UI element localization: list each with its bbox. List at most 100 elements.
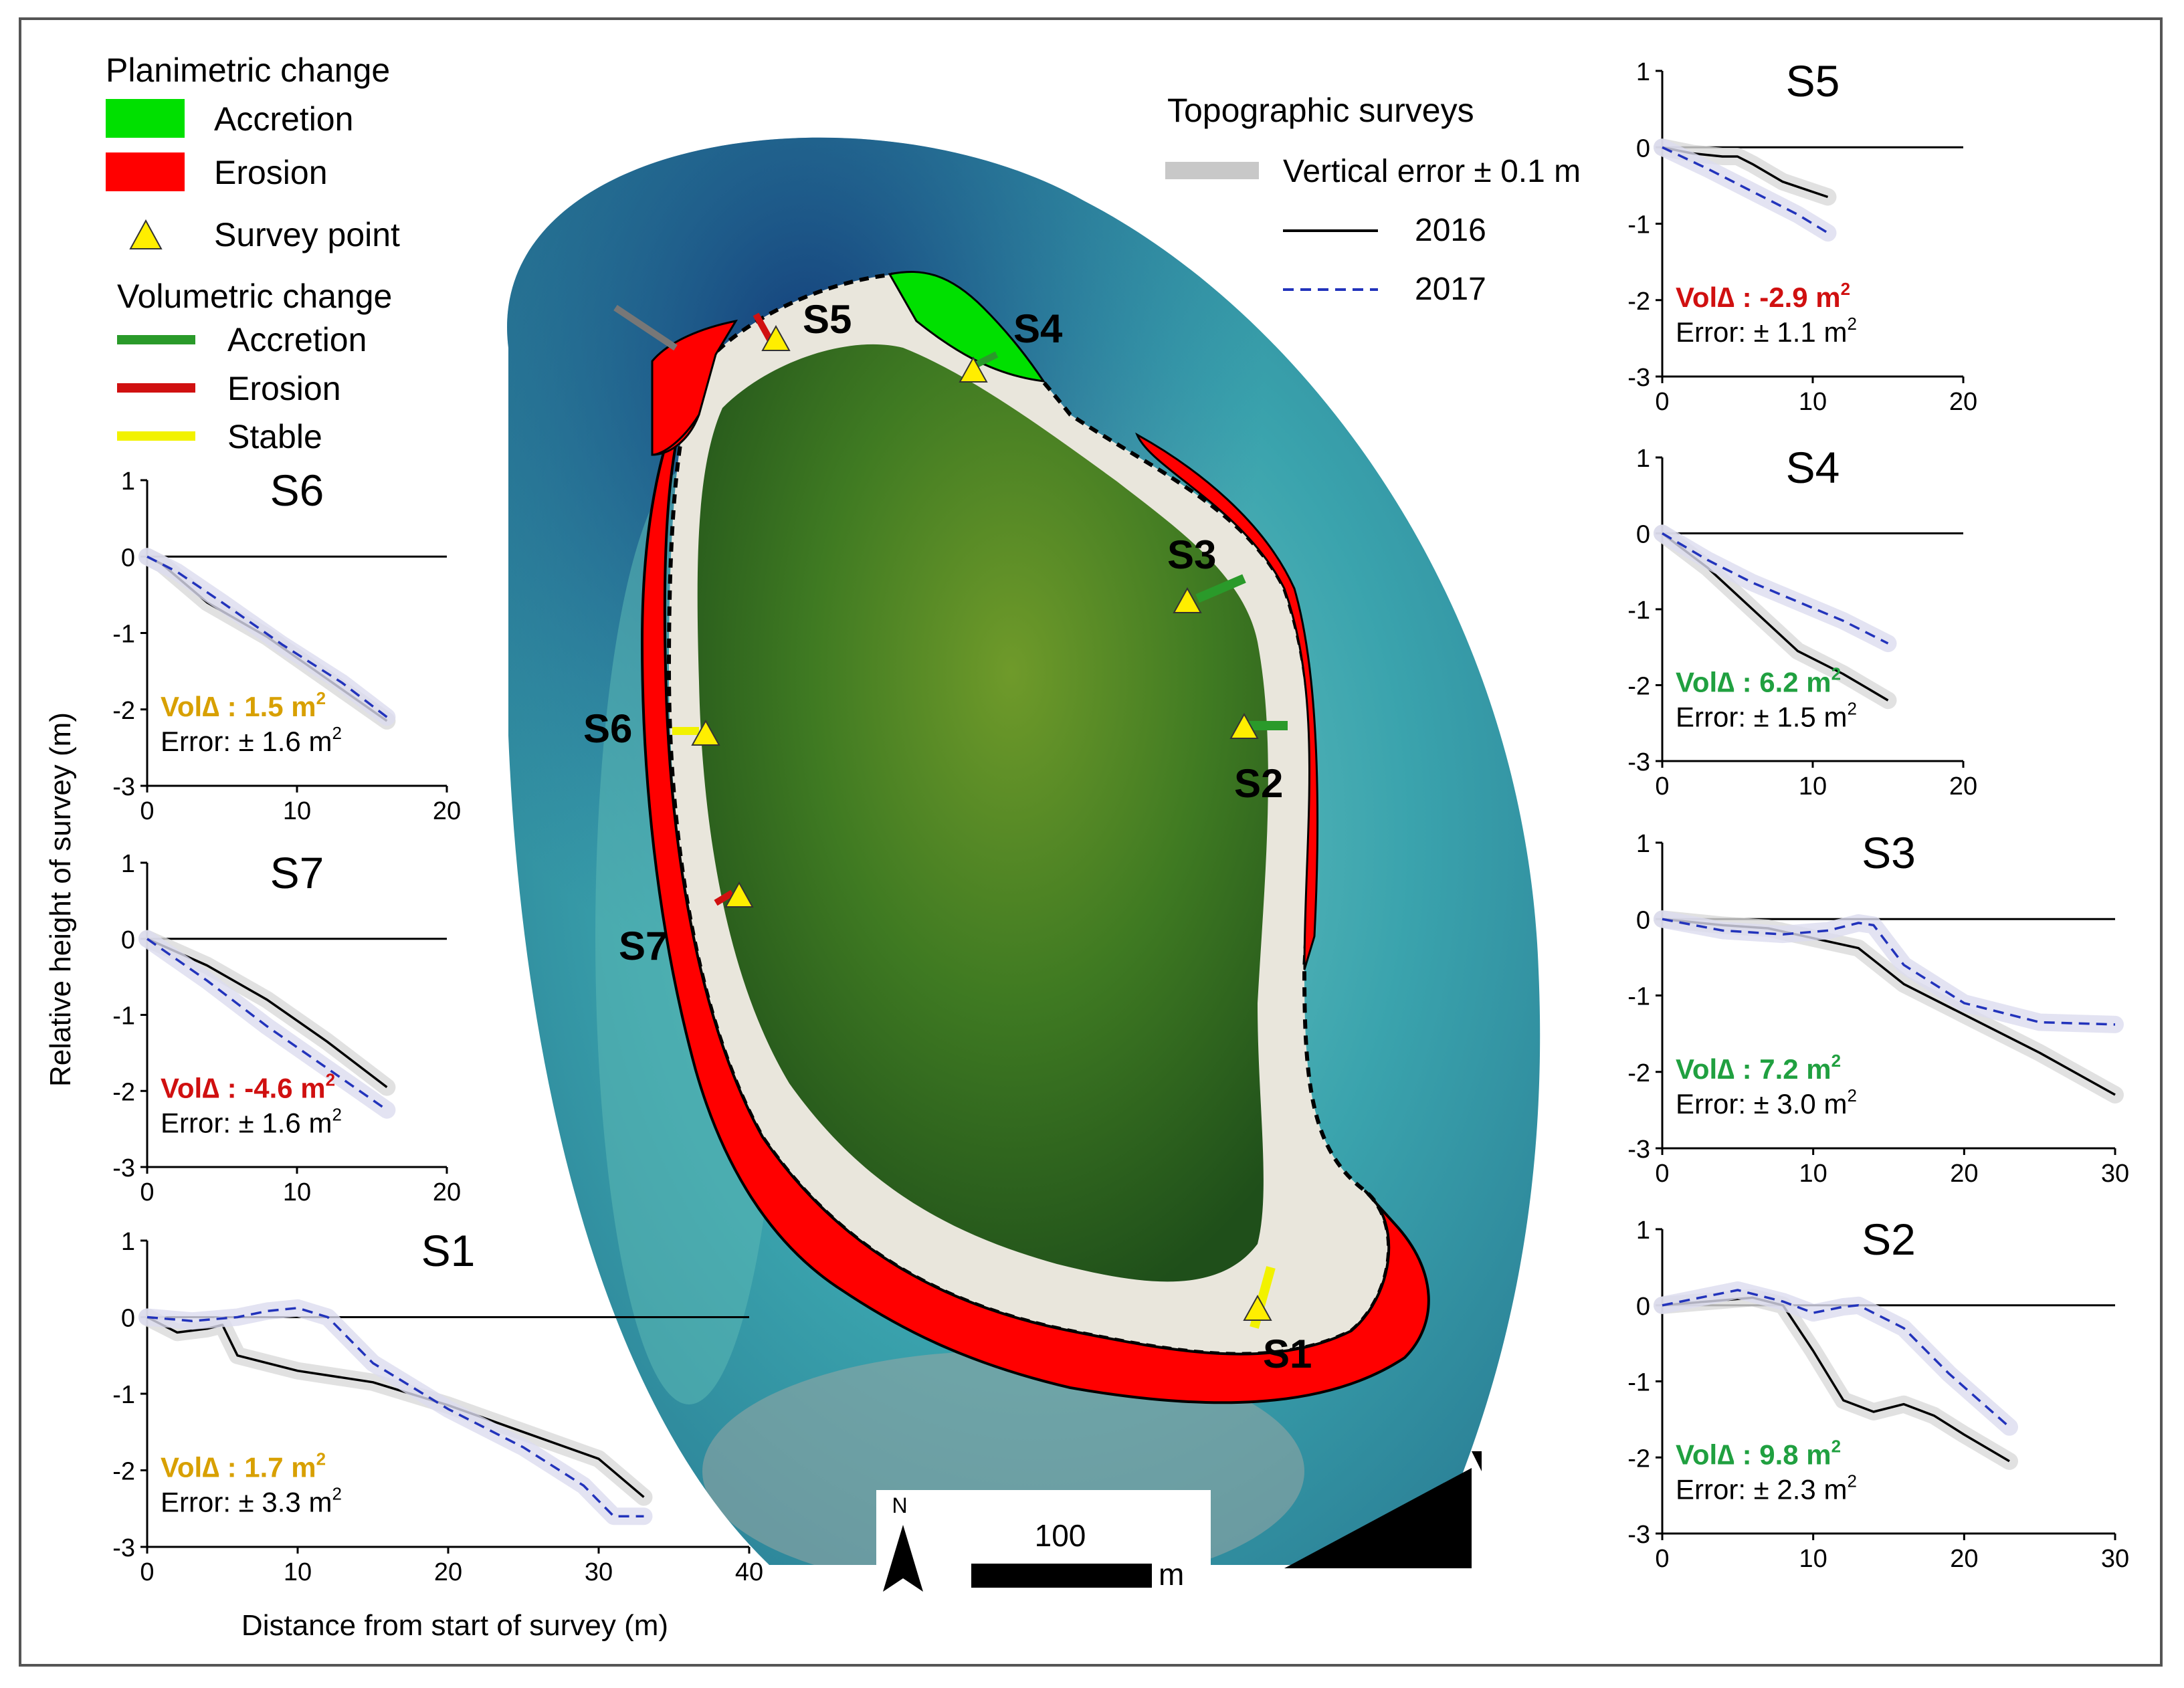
- y-tick-label: 1: [1636, 445, 1650, 473]
- y-axis-title: Relative height of survey (m): [44, 712, 77, 1087]
- x-tick-label: 20: [1949, 772, 1977, 801]
- s2-survey-point: [1229, 712, 1259, 739]
- x-tick-label: 20: [433, 797, 461, 825]
- error-estimate-label: Error: ± 1.6 m2: [161, 1104, 342, 1138]
- x-tick-label: 0: [140, 1558, 154, 1586]
- volume-change-label: Vol∆ : 7.2 m2: [1676, 1051, 1841, 1085]
- series-line-2017: [146, 938, 388, 1112]
- y-tick-label: -3: [112, 1534, 135, 1562]
- s4-survey-point: [959, 356, 988, 383]
- x-tick-label: 30: [2101, 1160, 2129, 1188]
- y-tick-label: -2: [112, 697, 135, 725]
- vol-erosion-label: Erosion: [227, 370, 341, 407]
- scale-bar: 100 m: [971, 1518, 1184, 1592]
- x-tick-label: 20: [433, 1178, 461, 1206]
- error-estimate-label: Error: ± 3.0 m2: [1676, 1085, 1857, 1120]
- chart-title: S1: [421, 1226, 476, 1275]
- y-tick-label: 0: [1636, 1293, 1650, 1321]
- error-estimate-label: Error: ± 3.3 m2: [161, 1484, 342, 1518]
- scale-value: 100: [1035, 1518, 1086, 1553]
- forest-canopy: [697, 344, 1268, 1282]
- x-tick-label: 30: [2101, 1545, 2129, 1573]
- x-tick-label: 10: [283, 1178, 311, 1206]
- x-tick-label: 0: [1655, 1545, 1669, 1573]
- y-tick-label: -3: [112, 1154, 135, 1182]
- x-tick-label: 30: [585, 1558, 613, 1586]
- volume-change-label: Vol∆ : 9.8 m2: [1676, 1436, 1841, 1470]
- y-tick-label: 1: [1636, 830, 1650, 858]
- error-estimate-label: Error: ± 1.5 m2: [1676, 699, 1857, 733]
- map-label-s2: S2: [1234, 761, 1283, 806]
- y-tick-label: 1: [121, 1228, 135, 1256]
- x-tick-label: 20: [1950, 1545, 1978, 1573]
- chart-title: S2: [1862, 1215, 1916, 1264]
- y-tick-label: 0: [1636, 521, 1650, 549]
- x-axis-title: Distance from start of survey (m): [241, 1609, 668, 1642]
- y-tick-label: -3: [1627, 748, 1650, 776]
- survey-point-icon: [129, 219, 163, 249]
- planimetric-legend: Planimetric change Accretion Erosion Sur…: [106, 51, 400, 253]
- x-tick-label: 10: [1799, 388, 1827, 416]
- y-tick-label: 0: [1636, 906, 1650, 934]
- map-label-s6: S6: [583, 706, 632, 751]
- y-tick-label: -3: [1627, 1521, 1650, 1549]
- chart-title: S6: [270, 465, 324, 515]
- series-line-2017: [146, 555, 388, 718]
- x-tick-label: 20: [434, 1558, 462, 1586]
- y-tick-label: -1: [1627, 211, 1650, 239]
- y-tick-label: 0: [121, 544, 135, 572]
- y-tick-label: -2: [1627, 288, 1650, 316]
- north-arrow: N: [876, 1490, 1211, 1592]
- erosion-label: Erosion: [214, 154, 328, 191]
- volume-change-label: Vol∆ : -2.9 m2: [1676, 279, 1850, 313]
- y-tick-label: 0: [121, 926, 135, 954]
- volumetric-title: Volumetric change: [117, 278, 392, 315]
- y-tick-label: -3: [112, 773, 135, 801]
- x-tick-label: 20: [1949, 388, 1977, 416]
- y-tick-label: -3: [1627, 1136, 1650, 1164]
- accretion-swatch: [106, 99, 185, 138]
- x-tick-label: 10: [1799, 772, 1827, 801]
- x-tick-label: 0: [1655, 388, 1669, 416]
- chart-title: S3: [1862, 828, 1916, 877]
- survey-point-label: Survey point: [214, 216, 400, 253]
- x-tick-label: 10: [1799, 1545, 1827, 1573]
- y-tick-label: 0: [1636, 134, 1650, 163]
- y-tick-label: -1: [1627, 983, 1650, 1011]
- y-tick-label: -2: [112, 1458, 135, 1486]
- north-label: N: [892, 1493, 907, 1517]
- s4-accretion-marker: [975, 351, 999, 368]
- series-line-2017: [1662, 918, 2116, 1026]
- y-tick-label: -1: [112, 1003, 135, 1031]
- erosion-swatch: [106, 152, 185, 191]
- y-tick-label: -1: [112, 1381, 135, 1409]
- y-tick-label: -1: [1627, 1369, 1650, 1397]
- x-tick-label: 10: [283, 797, 311, 825]
- y-tick-label: -2: [1627, 673, 1650, 701]
- series-line-2017: [1662, 146, 1829, 234]
- map-label-s1: S1: [1263, 1332, 1312, 1376]
- topographic-legend: Topographic surveys Vertical error ± 0.1…: [1165, 92, 1581, 307]
- series-line-2017: [1662, 1289, 2011, 1429]
- y-tick-label: -1: [112, 621, 135, 649]
- error-estimate-label: Error: ± 2.3 m2: [1676, 1471, 1857, 1505]
- vol-accretion-label: Accretion: [227, 321, 367, 358]
- x-tick-label: 0: [140, 797, 154, 825]
- series-2017-label: 2017: [1415, 272, 1486, 307]
- y-tick-label: 1: [121, 850, 135, 878]
- error-band-2017: [1654, 1281, 2018, 1436]
- map-nodata-corner: [1284, 1468, 1472, 1568]
- y-tick-label: -2: [1627, 1059, 1650, 1087]
- x-tick-label: 0: [1655, 1160, 1669, 1188]
- x-tick-label: 10: [1799, 1160, 1827, 1188]
- x-tick-label: 20: [1950, 1160, 1978, 1188]
- volume-change-label: Vol∆ : 1.7 m2: [161, 1449, 326, 1483]
- volume-change-label: Vol∆ : 6.2 m2: [1676, 664, 1841, 698]
